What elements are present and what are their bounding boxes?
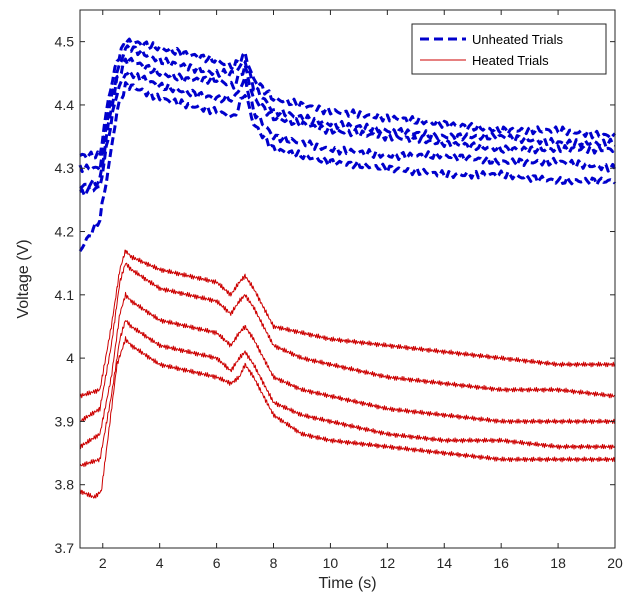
y-axis-label: Voltage (V)	[15, 239, 32, 318]
legend-label-unheated: Unheated Trials	[472, 32, 564, 47]
x-tick-label: 12	[380, 555, 396, 571]
x-tick-label: 14	[436, 555, 452, 571]
legend-label-heated: Heated Trials	[472, 53, 549, 68]
y-tick-label: 3.7	[55, 540, 75, 556]
heated-trial-line	[79, 320, 616, 468]
unheated-trial-line	[79, 37, 617, 160]
x-tick-label: 18	[550, 555, 566, 571]
x-tick-label: 20	[607, 555, 623, 571]
x-tick-label: 2	[99, 555, 107, 571]
heated-trial-line	[79, 262, 616, 422]
y-tick-label: 4.5	[55, 34, 75, 50]
y-tick-label: 3.8	[55, 477, 75, 493]
x-tick-label: 6	[213, 555, 221, 571]
x-tick-label: 16	[493, 555, 509, 571]
y-tick-label: 4.3	[55, 160, 75, 176]
axes-box	[79, 9, 616, 549]
y-tick-label: 4.1	[55, 287, 75, 303]
heated-trial-line	[79, 291, 616, 450]
y-tick-label: 3.9	[55, 413, 75, 429]
y-tick-label: 4.4	[55, 97, 75, 113]
unheated-trial-line	[79, 56, 617, 190]
unheated-trial-line	[78, 69, 617, 198]
legend-box	[411, 23, 607, 75]
x-axis-label: Time (s)	[318, 575, 376, 592]
x-tick-label: 4	[156, 555, 164, 571]
x-tick-label: 10	[323, 555, 339, 571]
x-tick-label: 8	[270, 555, 278, 571]
unheated-trial-line	[78, 44, 616, 174]
unheated-trial-line	[78, 81, 617, 252]
heated-trial-line	[79, 336, 616, 499]
y-tick-label: 4.2	[55, 224, 75, 240]
ticks-layer: 2 4 6 8 10 12 14 16 18 20 3.7 3.8 3.9 4 4.1 4.2 4.3 4.4 4.…	[55, 10, 623, 571]
legend: Unheated Trials Heated Trials	[411, 23, 607, 75]
series-layer	[78, 37, 617, 499]
heated-trial-line	[79, 249, 616, 399]
y-tick-label: 4	[66, 350, 74, 366]
